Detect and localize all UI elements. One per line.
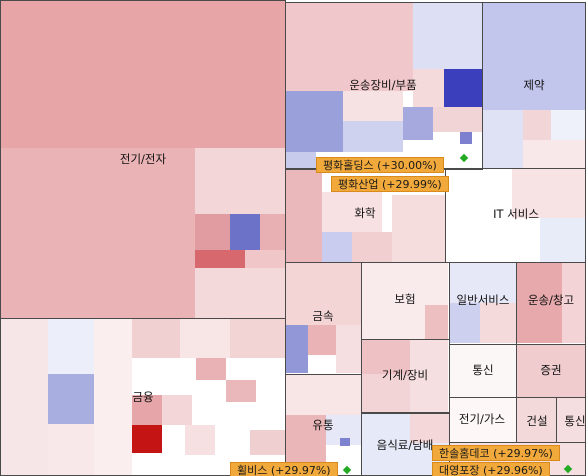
tile[interactable] <box>425 305 448 339</box>
tile[interactable] <box>195 214 230 250</box>
tile[interactable] <box>286 91 343 152</box>
tile[interactable] <box>483 110 523 168</box>
top-gainer-callout-1[interactable]: 평화홀딩스 (+30.00%) <box>316 157 444 173</box>
tile[interactable] <box>352 232 392 262</box>
tile[interactable] <box>245 250 285 268</box>
tile[interactable] <box>0 0 285 148</box>
tile[interactable] <box>403 107 433 140</box>
tile[interactable] <box>286 375 361 415</box>
tile[interactable] <box>322 192 382 232</box>
sector-it-services-border <box>445 168 586 263</box>
tile[interactable] <box>0 148 195 318</box>
top-gainer-callout-5[interactable]: 휠비스 (+29.97%) <box>230 462 338 476</box>
sector-construction-border <box>516 397 557 443</box>
sector-transport-equipment-border <box>285 2 483 170</box>
tile[interactable] <box>413 3 482 69</box>
sector-insurance-border <box>361 262 450 340</box>
tile[interactable] <box>230 318 285 358</box>
tile[interactable] <box>286 263 361 325</box>
tile[interactable] <box>195 250 245 268</box>
tile[interactable] <box>185 425 215 455</box>
sector-shipping-border <box>516 262 586 345</box>
tile[interactable] <box>48 424 94 476</box>
sector-metal-border <box>285 262 362 375</box>
tile[interactable] <box>523 110 551 140</box>
sector-finance-border <box>0 318 286 476</box>
tile[interactable] <box>517 398 557 442</box>
tile[interactable] <box>286 325 308 373</box>
tile[interactable] <box>48 374 94 424</box>
tile[interactable] <box>340 438 350 446</box>
tile[interactable] <box>433 107 482 132</box>
tile[interactable] <box>557 398 586 442</box>
sector-pharma-border <box>482 2 586 169</box>
tile[interactable] <box>94 318 132 476</box>
tile[interactable] <box>483 3 586 110</box>
tile[interactable] <box>480 303 516 343</box>
tile[interactable] <box>162 395 192 425</box>
tile[interactable] <box>450 345 516 397</box>
tile[interactable] <box>226 380 256 402</box>
tile[interactable] <box>410 340 448 412</box>
tile[interactable] <box>551 110 586 140</box>
tile[interactable] <box>0 318 48 476</box>
tile[interactable] <box>562 263 586 343</box>
top-gainer-callout-3[interactable]: 한솔홈데코 (+29.97%) <box>432 445 560 461</box>
tile[interactable] <box>450 303 480 343</box>
tile[interactable] <box>132 425 162 453</box>
tile[interactable] <box>132 395 162 425</box>
tile[interactable] <box>48 318 94 374</box>
tile[interactable] <box>336 325 361 373</box>
tile[interactable] <box>392 195 445 262</box>
tile[interactable] <box>460 132 472 144</box>
tile[interactable] <box>343 121 403 152</box>
tile[interactable] <box>286 152 316 169</box>
sector-securities-border <box>516 344 586 398</box>
tile[interactable] <box>413 69 444 107</box>
tile[interactable] <box>180 318 230 358</box>
tile[interactable] <box>523 140 586 168</box>
sector-utility-border <box>449 397 517 443</box>
tile[interactable] <box>362 340 410 374</box>
tile[interactable] <box>250 430 285 455</box>
tile[interactable] <box>260 214 285 250</box>
tile[interactable] <box>132 318 180 358</box>
tile[interactable] <box>512 168 586 218</box>
tile[interactable] <box>230 214 260 250</box>
tile[interactable] <box>343 91 403 121</box>
tile[interactable] <box>195 268 285 318</box>
sector-telecom-border <box>449 344 517 398</box>
tile[interactable] <box>196 358 226 380</box>
tile[interactable] <box>195 148 285 214</box>
tile[interactable] <box>517 263 562 343</box>
sector-electronics-border <box>0 0 286 319</box>
tile[interactable] <box>410 413 450 443</box>
tile[interactable] <box>286 169 322 262</box>
tile[interactable] <box>450 398 516 442</box>
sector-general-services-border <box>449 262 517 345</box>
tile[interactable] <box>446 192 512 262</box>
top-gainer-callout-2[interactable]: 평화산업 (+29.99%) <box>331 176 449 192</box>
sector-telecom2-border <box>556 397 586 443</box>
tile[interactable] <box>322 232 352 262</box>
top-gainer-callout-4[interactable]: 대영포장 (+29.96%) <box>432 462 550 476</box>
tile[interactable] <box>450 263 516 303</box>
sector-distribution-border <box>285 374 362 476</box>
tile[interactable] <box>308 325 336 355</box>
tile[interactable] <box>517 345 586 397</box>
tile[interactable] <box>540 218 586 262</box>
tile[interactable] <box>444 69 482 107</box>
tile[interactable] <box>362 374 410 412</box>
sector-machinery-border <box>361 339 450 414</box>
tile[interactable] <box>286 3 413 91</box>
